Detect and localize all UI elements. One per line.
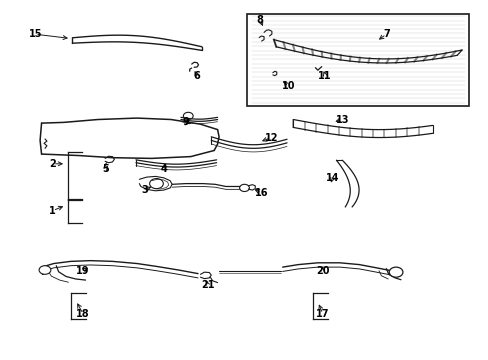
Text: 11: 11: [318, 71, 331, 81]
Bar: [246, 14, 468, 106]
Text: 20: 20: [315, 266, 329, 276]
Circle shape: [388, 267, 402, 277]
Text: 2: 2: [49, 159, 56, 169]
Text: 18: 18: [76, 309, 90, 319]
Text: 8: 8: [256, 15, 263, 25]
Text: 12: 12: [264, 132, 278, 143]
Text: 17: 17: [315, 309, 329, 319]
Text: 5: 5: [102, 164, 108, 174]
Text: 9: 9: [182, 117, 189, 127]
Text: 14: 14: [325, 173, 339, 183]
Text: 15: 15: [28, 29, 42, 39]
Text: 4: 4: [160, 164, 167, 174]
Text: 10: 10: [281, 81, 295, 91]
Text: 7: 7: [382, 29, 389, 39]
Text: 21: 21: [201, 280, 214, 290]
Circle shape: [39, 266, 51, 274]
Text: 19: 19: [76, 266, 90, 276]
Text: 3: 3: [141, 185, 147, 195]
Text: 1: 1: [49, 206, 56, 216]
Text: 13: 13: [335, 114, 348, 125]
Text: 6: 6: [193, 71, 200, 81]
Text: 16: 16: [254, 188, 268, 198]
